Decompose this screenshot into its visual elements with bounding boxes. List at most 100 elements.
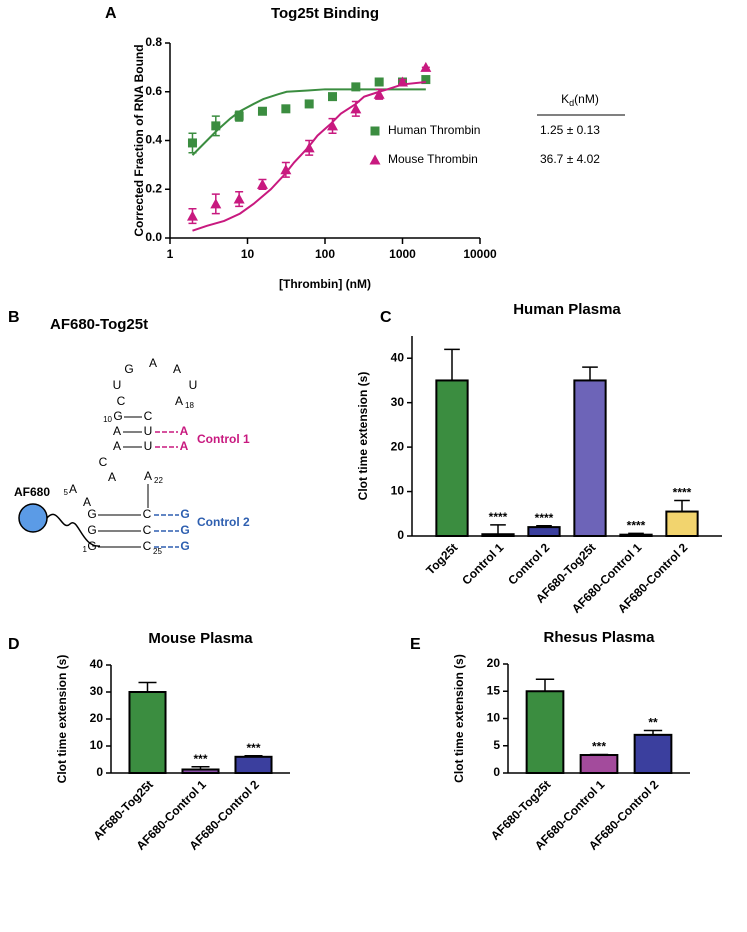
marker (421, 75, 431, 85)
position-number: 5 (64, 488, 69, 497)
marker (397, 76, 408, 87)
fit-line (191, 88, 426, 156)
legend-label: Human Thrombin (388, 123, 480, 137)
significance: **** (535, 511, 554, 525)
panel-letter: B (8, 309, 20, 326)
y-tick-label: 20 (90, 711, 104, 725)
y-tick-label: 30 (90, 684, 104, 698)
y-tick-label: 15 (487, 683, 501, 697)
marker (327, 120, 339, 131)
chart-title: Human Plasma (513, 301, 621, 318)
y-tick-label: 0.4 (145, 133, 162, 147)
bar (665, 510, 699, 537)
kd-value: 36.7 ± 4.02 (540, 152, 600, 166)
y-axis-label: Corrected Fraction of RNA Bound (132, 44, 146, 236)
marker (374, 77, 384, 87)
kd-value: 1.25 ± 0.13 (540, 123, 600, 137)
marker (211, 121, 221, 131)
y-axis-label: Clot time extension (s) (356, 372, 370, 501)
position-number: 10 (103, 415, 112, 424)
legend-label: Mouse Thrombin (388, 152, 478, 166)
y-tick-label: 0 (96, 765, 103, 779)
bar (435, 379, 469, 538)
nucleotide: G (87, 507, 96, 521)
marker (304, 99, 314, 109)
x-tick-label: Tog25t (423, 540, 460, 577)
x-tick-label: 1000 (389, 247, 416, 261)
marker (280, 164, 292, 175)
marker (328, 92, 338, 102)
nucleotide: G (113, 409, 122, 423)
position-number: 1 (83, 545, 88, 554)
nucleotide: A (113, 439, 121, 453)
y-tick-label: 5 (493, 738, 500, 752)
rna-structure: B AF680-Tog25t G A A U U C A G C A U A U… (8, 309, 250, 556)
nucleotide: C (143, 539, 152, 553)
position-number: 18 (185, 401, 194, 410)
x-tick-label: 10000 (463, 247, 497, 261)
y-tick-label: 0.2 (145, 181, 162, 195)
significance: ** (648, 716, 658, 730)
control-letter: G (180, 523, 189, 537)
nucleotide: C (143, 523, 152, 537)
x-tick-label: Control 1 (459, 540, 506, 587)
panel-letter: E (410, 636, 421, 653)
control-letter: A (180, 424, 189, 438)
bar (619, 533, 653, 538)
y-tick-label: 30 (391, 395, 405, 409)
x-tick-label: 1 (167, 247, 174, 261)
nucleotide: A (149, 356, 157, 370)
nucleotide: U (144, 424, 153, 438)
marker (186, 210, 198, 221)
nucleotide: C (143, 507, 152, 521)
control-2-dashes (154, 514, 179, 548)
chart-title: Rhesus Plasma (544, 629, 656, 646)
legend-marker (369, 154, 381, 165)
y-tick-label: 40 (391, 350, 405, 364)
marker (187, 138, 197, 148)
control-letter: G (180, 539, 189, 553)
nucleotide: G (87, 523, 96, 537)
marker (350, 103, 362, 114)
y-tick-label: 10 (487, 711, 501, 725)
error-bar (138, 681, 157, 692)
kd-symbol: K (561, 92, 569, 106)
significance: *** (193, 752, 207, 766)
bonds (98, 416, 149, 548)
y-tick-label: 20 (487, 656, 501, 670)
marker (234, 111, 244, 121)
marker (257, 106, 267, 116)
significance: *** (246, 741, 260, 755)
nucleotide: A (108, 470, 116, 484)
control-letter: A (180, 439, 189, 453)
error-bar (582, 366, 598, 381)
kd-subscript: d (569, 98, 574, 108)
nucleotide: U (144, 439, 153, 453)
marker (256, 178, 268, 189)
panel-letter: A (105, 5, 117, 22)
nucleotide: A (113, 424, 121, 438)
kd-header: Kd(nM) (561, 92, 599, 108)
nucleotide: A (175, 394, 183, 408)
marker (303, 142, 315, 153)
bar (525, 690, 565, 774)
chart-title: Mouse Plasma (148, 630, 253, 647)
marker (233, 193, 245, 204)
control-letter: G (180, 507, 189, 521)
marker (281, 104, 291, 114)
marker (373, 88, 385, 99)
error-bar (444, 348, 460, 381)
bar (527, 526, 561, 537)
dye-label: AF680 (14, 485, 50, 499)
x-axis-label: [Thrombin] (nM) (279, 277, 371, 291)
control-label: Control 2 (197, 515, 250, 529)
y-tick-label: 40 (90, 657, 104, 671)
y-tick-label: 10 (90, 738, 104, 752)
bar (579, 754, 619, 775)
nucleotide: U (113, 378, 122, 392)
nucleotide: C (144, 409, 153, 423)
nucleotide: U (189, 378, 198, 392)
nucleotide: A (144, 469, 152, 483)
bar (234, 755, 273, 774)
